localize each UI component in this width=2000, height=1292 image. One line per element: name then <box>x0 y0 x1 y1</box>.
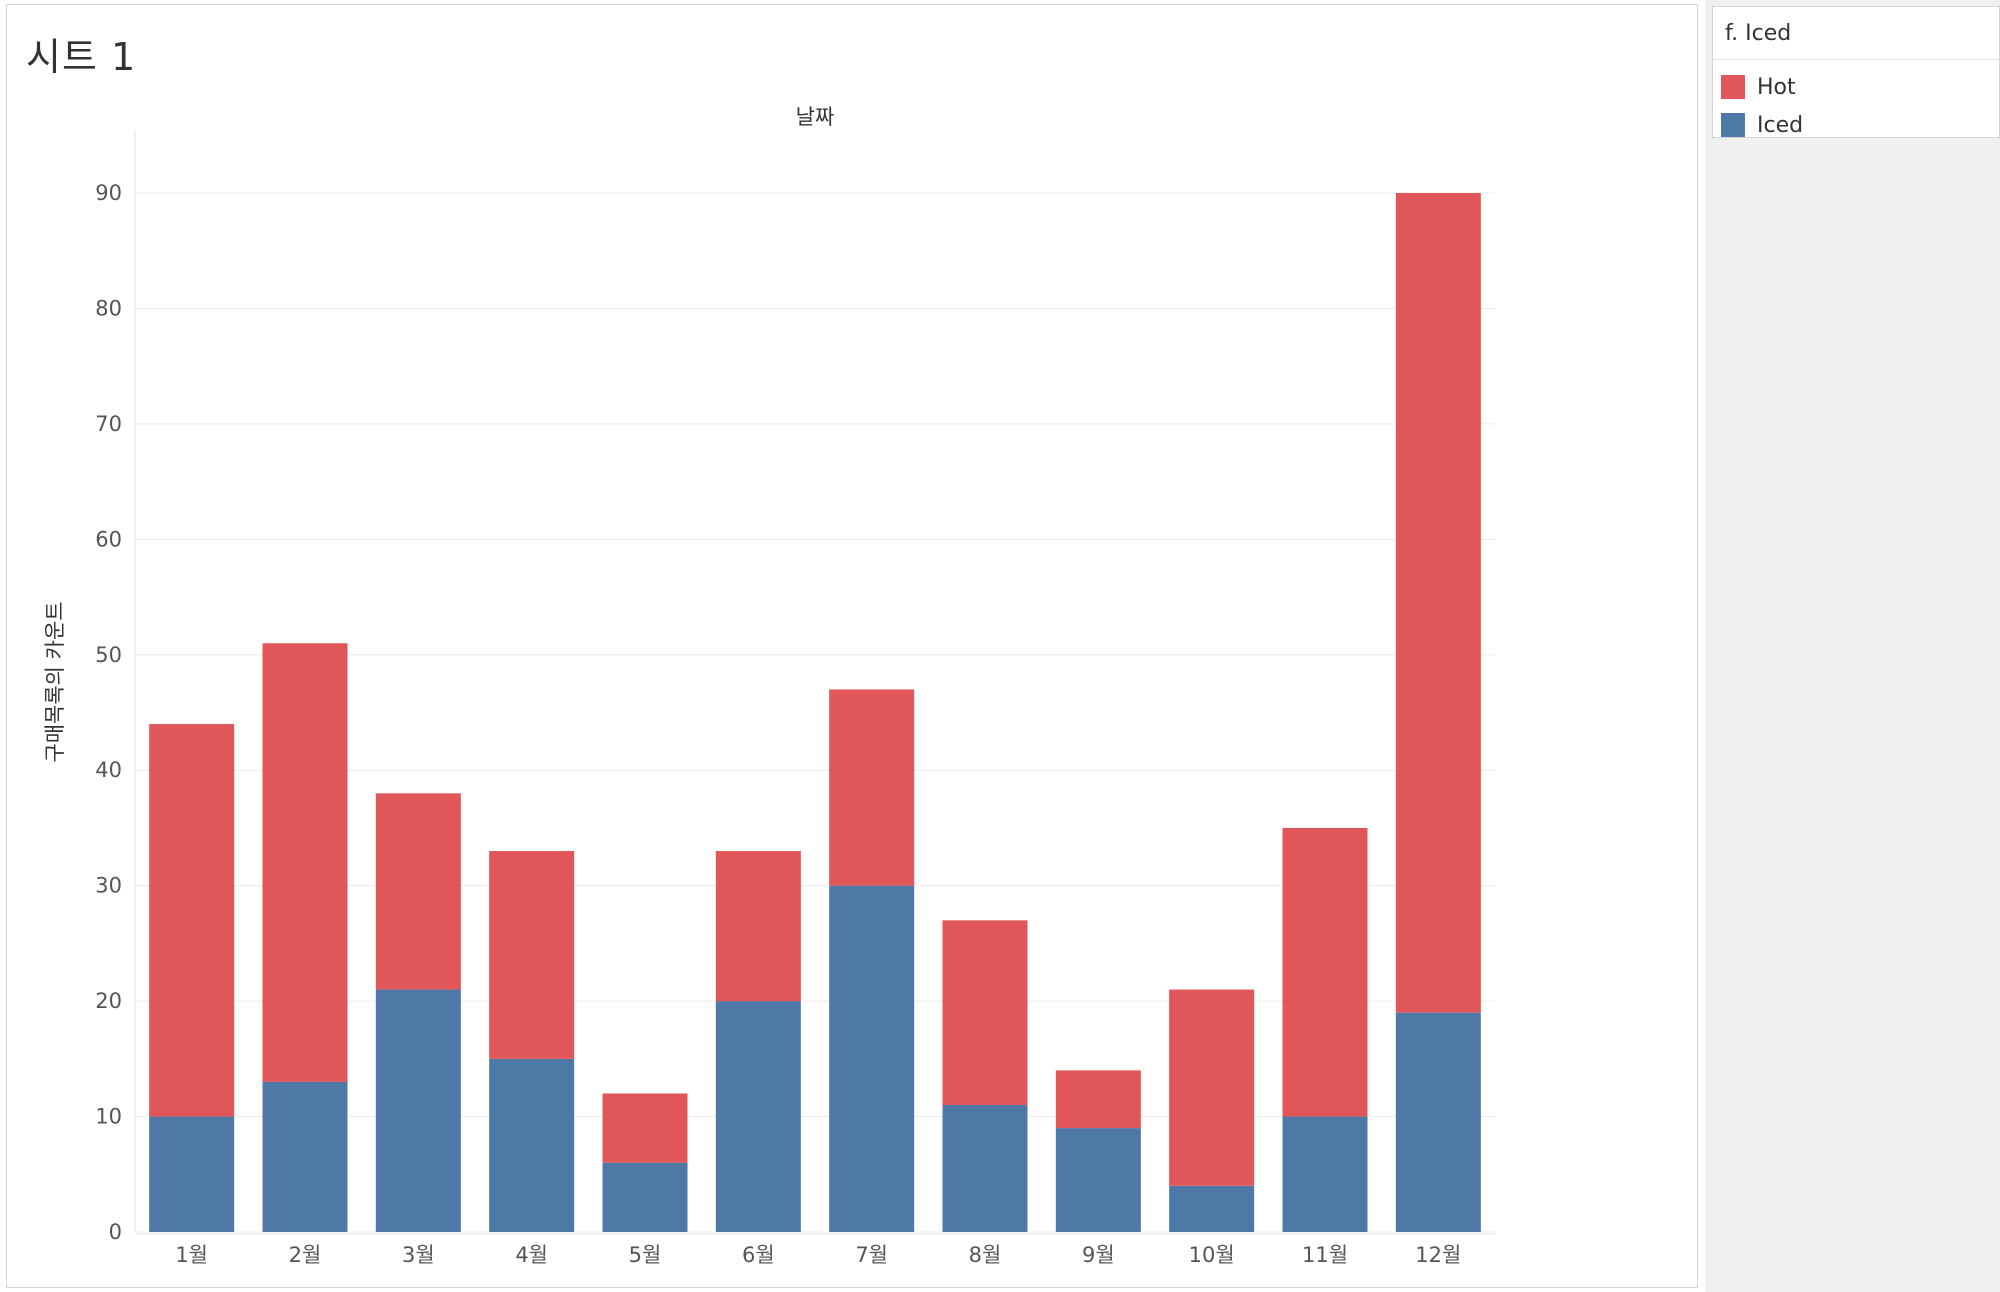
y-tick-label: 0 <box>109 1220 122 1244</box>
bar-hot-1[interactable] <box>149 724 235 1117</box>
x-tick-label: 6월 <box>742 1243 775 1267</box>
legend-item-iced[interactable]: Iced <box>1721 110 1803 140</box>
y-axis-title: 구매목록의 카운트 <box>43 601 67 762</box>
x-tick-label: 5월 <box>629 1243 662 1267</box>
y-tick-label: 60 <box>95 527 122 551</box>
y-tick-label: 80 <box>95 296 122 320</box>
bar-iced-2[interactable] <box>262 1081 348 1232</box>
bar-iced-4[interactable] <box>489 1058 575 1232</box>
chart-title: 날짜 <box>796 105 835 129</box>
bar-hot-4[interactable] <box>489 851 575 1059</box>
y-tick-label: 20 <box>95 989 122 1013</box>
sheet-title: 시트 1 <box>26 35 137 79</box>
bar-hot-2[interactable] <box>262 643 348 1082</box>
axis-labels: 0 10 20 30 40 50 60 70 80 90 1월 2월 3월 4월 5월 6월 7월 8월 9월 10월… <box>95 181 1461 1267</box>
bar-iced-8[interactable] <box>942 1105 1028 1232</box>
bar-hot-7[interactable] <box>829 689 915 886</box>
bar-hot-9[interactable] <box>1055 1070 1141 1129</box>
legend-divider <box>1713 59 1999 60</box>
x-tick-label: 3월 <box>402 1243 435 1267</box>
y-tick-label: 40 <box>95 758 122 782</box>
legend-title: f. Iced <box>1725 21 1792 46</box>
grid-lines <box>134 130 1495 1235</box>
x-tick-label: 2월 <box>289 1243 322 1267</box>
bar-hot-10[interactable] <box>1169 989 1255 1186</box>
bar-iced-3[interactable] <box>375 989 461 1232</box>
x-tick-label: 1월 <box>175 1243 208 1267</box>
legend-swatch-hot <box>1721 75 1745 99</box>
y-tick-label: 90 <box>95 181 122 205</box>
bar-hot-11[interactable] <box>1282 827 1368 1117</box>
x-tick-label: 11월 <box>1302 1243 1348 1267</box>
x-tick-label: 8월 <box>969 1243 1002 1267</box>
x-tick-label: 9월 <box>1082 1243 1115 1267</box>
y-tick-label: 10 <box>95 1105 122 1129</box>
x-tick-label: 4월 <box>515 1243 548 1267</box>
bar-iced-10[interactable] <box>1169 1185 1255 1232</box>
bar-iced-7[interactable] <box>829 885 915 1232</box>
x-tick-label: 7월 <box>855 1243 888 1267</box>
bar-hot-3[interactable] <box>375 793 461 990</box>
bar-iced-12[interactable] <box>1395 1012 1481 1232</box>
bars <box>149 193 1481 1232</box>
x-tick-label: 12월 <box>1415 1243 1461 1267</box>
legend-swatch-iced <box>1721 113 1745 137</box>
bar-hot-6[interactable] <box>715 851 801 1002</box>
bar-iced-9[interactable] <box>1055 1128 1141 1232</box>
bar-hot-8[interactable] <box>942 920 1028 1106</box>
bar-hot-12[interactable] <box>1395 193 1481 1013</box>
bar-iced-1[interactable] <box>149 1116 235 1232</box>
x-tick-label: 10월 <box>1189 1243 1235 1267</box>
legend-label-iced: Iced <box>1757 112 1804 138</box>
y-tick-label: 70 <box>95 412 122 436</box>
color-legend: f. Iced Hot Iced <box>1712 6 2000 138</box>
y-tick-label: 30 <box>95 874 122 898</box>
bar-hot-5[interactable] <box>602 1093 688 1163</box>
bar-iced-6[interactable] <box>715 1001 801 1232</box>
legend-item-hot[interactable]: Hot <box>1721 72 1796 102</box>
legend-label-hot: Hot <box>1757 74 1796 100</box>
bar-iced-5[interactable] <box>602 1162 688 1232</box>
side-panel <box>1705 0 2000 1292</box>
y-tick-label: 50 <box>95 643 122 667</box>
bar-iced-11[interactable] <box>1282 1116 1368 1232</box>
